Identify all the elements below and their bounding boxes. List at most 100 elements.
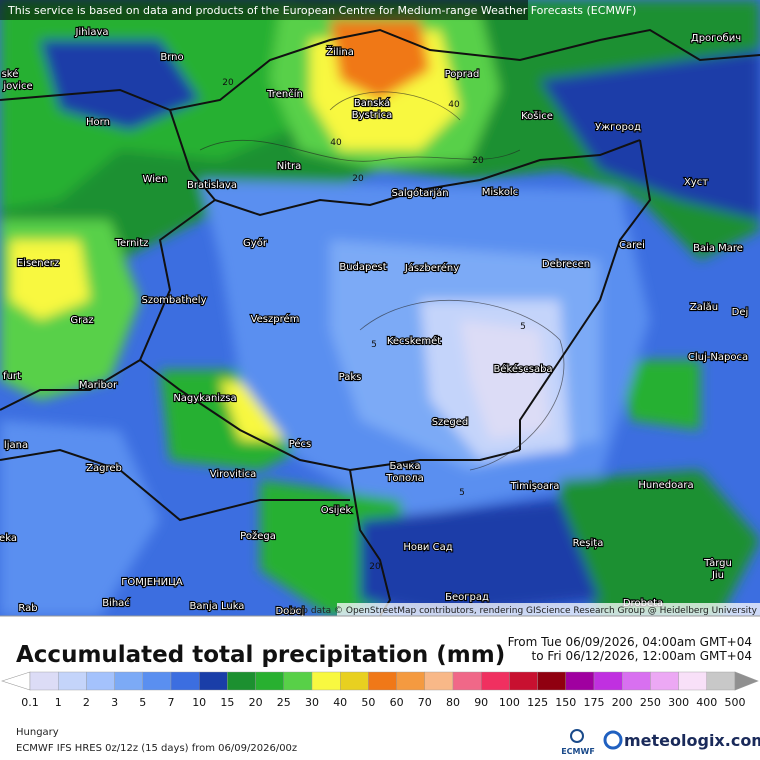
city-label: Нови Сад xyxy=(403,542,452,553)
notice: This service is based on data and produc… xyxy=(7,4,636,17)
city-label: Ужгород xyxy=(595,122,641,133)
scale-box xyxy=(283,671,313,691)
city-label: Miskolc xyxy=(482,187,518,198)
city-label: Debrecen xyxy=(542,259,590,270)
contour-label: 40 xyxy=(448,100,460,110)
scale-box xyxy=(706,671,736,691)
contour-label: 40 xyxy=(330,138,342,148)
scale-box xyxy=(86,671,115,691)
scale-label: 15 xyxy=(220,696,234,709)
city-label: Reșița xyxy=(573,538,604,549)
contours xyxy=(199,91,565,471)
city-label: Baia Mare xyxy=(693,243,743,254)
city-label: Топола xyxy=(385,473,423,484)
contour-label: 20 xyxy=(222,78,234,88)
city-label: Nagykanizsa xyxy=(173,393,236,404)
city-label: Košice xyxy=(521,110,553,122)
scale-box xyxy=(114,671,143,691)
contour-label: 5 xyxy=(371,340,377,350)
city-label: Osijek xyxy=(321,505,352,516)
scale-label: 0.1 xyxy=(21,696,39,709)
scale-box xyxy=(424,671,454,691)
scale-box xyxy=(142,671,172,691)
scale-label: 250 xyxy=(640,696,661,709)
city-label: Kecskemét xyxy=(387,335,441,347)
city-label: eka xyxy=(0,533,17,544)
period-to: to Fri 06/12/2026, 12:00am GMT+04 xyxy=(531,649,752,663)
city-label: Graz xyxy=(70,315,93,326)
contour-label: 5 xyxy=(520,322,526,332)
city-label: Paks xyxy=(339,372,362,383)
scale-label: 90 xyxy=(474,696,488,709)
scale-box xyxy=(593,671,623,691)
scale-label: 300 xyxy=(668,696,689,709)
scale-box xyxy=(537,671,566,691)
scale-label: 5 xyxy=(139,696,146,709)
scale-box xyxy=(29,671,59,691)
scale-label: 100 xyxy=(499,696,520,709)
scale-box xyxy=(452,671,482,691)
city-label: Poprad xyxy=(445,69,480,80)
scale-box xyxy=(198,671,228,691)
city-label: Požega xyxy=(240,530,276,542)
city-label: Doboj xyxy=(275,606,304,617)
scale-box xyxy=(622,671,651,691)
scale-box xyxy=(509,671,538,691)
scale-box xyxy=(58,671,87,691)
contour-label: 20 xyxy=(352,174,364,184)
city-label: ГОМЈЕНИЦА xyxy=(121,577,183,588)
scale-below xyxy=(1,671,31,691)
city-label: jovice xyxy=(2,81,32,92)
scale-label: 10 xyxy=(192,696,206,709)
city-label: Carei xyxy=(619,240,645,251)
scale-box xyxy=(227,671,256,691)
city-label: Žilina xyxy=(326,45,354,58)
scale-box xyxy=(565,671,595,691)
city-label: Maribor xyxy=(79,380,118,391)
city-label: Banja Luka xyxy=(190,601,245,612)
city-label: Дрогобич xyxy=(691,33,741,44)
city-label: ljana xyxy=(4,440,28,451)
scale-label: 60 xyxy=(390,696,404,709)
contour-label: 5 xyxy=(459,488,465,498)
city-label: Veszprém xyxy=(251,313,300,325)
city-labels: Jihlava Brno Žilina Poprad Дрогобич skéjovice… xyxy=(0,26,749,617)
city-label: Virovitica xyxy=(210,469,256,480)
scale-label: 30 xyxy=(305,696,319,709)
city-label: Hunedoara xyxy=(638,480,693,491)
color-scale: 0.1 1 2 3 5 7 10 15 20 25 30 40 50 60 70 80 90 100 125 150 1… xyxy=(1,671,759,709)
city-label: Jászberény xyxy=(404,262,459,274)
scale-label: 40 xyxy=(333,696,347,709)
model-info: ECMWF IFS HRES 0z/12z (15 days) from 06/… xyxy=(16,743,297,754)
city-label: Szeged xyxy=(432,417,469,428)
attribution: Map data © OpenStreetMap contributors, r… xyxy=(289,606,758,616)
scale-label: 2 xyxy=(83,696,90,709)
city-label: Bratislava xyxy=(187,180,237,191)
city-label: Бачка xyxy=(389,461,420,472)
city-label: Nitra xyxy=(277,161,301,172)
city-label: Београд xyxy=(445,592,489,603)
notice-bg xyxy=(0,0,528,20)
city-label: Timișoara xyxy=(510,481,560,492)
attribution-bg xyxy=(337,603,760,616)
period-from: From Tue 06/09/2026, 04:00am GMT+04 xyxy=(508,635,752,649)
scale-box xyxy=(170,671,200,691)
scale-label: 20 xyxy=(249,696,263,709)
city-label: Trenčín xyxy=(266,88,303,100)
city-label: Pécs xyxy=(289,438,312,450)
city-label: Ternitz xyxy=(115,238,149,249)
city-label: Wien xyxy=(143,174,168,185)
scale-label: 400 xyxy=(696,696,717,709)
city-label: Brno xyxy=(160,52,183,63)
scale-label: 25 xyxy=(277,696,291,709)
scale-label: 125 xyxy=(527,696,548,709)
city-label: ské xyxy=(2,68,19,80)
city-label: furt xyxy=(3,371,21,382)
map: This service is based on data and produc… xyxy=(0,0,760,617)
city-label: Bystrica xyxy=(352,110,392,121)
brand-icon xyxy=(603,730,623,750)
city-label: Rab xyxy=(18,603,37,614)
legend-title: Accumulated total precipitation (mm) xyxy=(16,642,505,668)
scale-above xyxy=(734,671,759,691)
